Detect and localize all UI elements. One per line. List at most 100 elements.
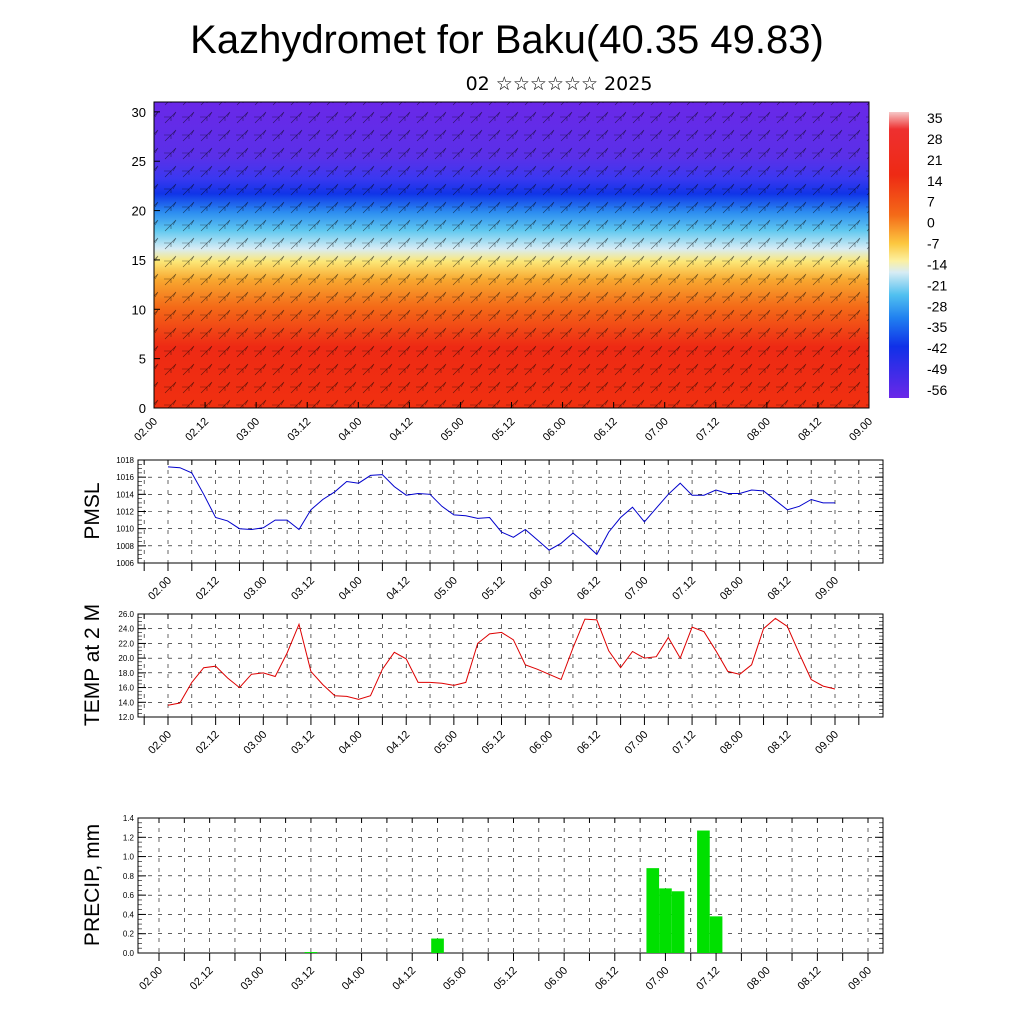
precip-bar xyxy=(431,938,444,953)
pmsl-line xyxy=(167,466,835,556)
precip-y-tick-label: 1.4 xyxy=(123,814,135,823)
precip-panel: 0.0 0.2 0.4 0.6 0.8 1.0 1.2 1.4 02.00 02.12 03.00 0… xyxy=(81,814,884,993)
heatmap-x-tick-label: 02.00 xyxy=(132,416,160,444)
temp-x-tick-label: 04.00 xyxy=(337,729,365,757)
temp-x-tick-label: 08.12 xyxy=(766,729,794,757)
heatmap-x-tick-label: 05.00 xyxy=(439,416,467,444)
temp-x-tick-label: 07.12 xyxy=(670,729,698,757)
temp-y-tick-label: 12.0 xyxy=(118,713,134,722)
pmsl-x-tick-label: 07.12 xyxy=(670,575,698,603)
heatmap-y-tick-label: 0 xyxy=(139,401,146,416)
precip-y-tick-label: 1.2 xyxy=(123,833,135,842)
precip-x-tick-label: 06.12 xyxy=(593,965,621,993)
colorbar-label: 7 xyxy=(927,194,935,210)
pmsl-y-tick-label: 1014 xyxy=(116,490,134,499)
temp-x-tick-label: 02.12 xyxy=(194,729,222,757)
cross-section-panel: 0 5 10 15 20 25 30 02.00 02.12 03.00 03.12 04.00 04… xyxy=(132,101,875,444)
pmsl-x-tick-label: 07.00 xyxy=(623,575,651,603)
temp-x-tick-label: 03.12 xyxy=(289,729,317,757)
heatmap-y-tick-label: 20 xyxy=(132,204,146,219)
colorbar-label: -21 xyxy=(927,277,947,293)
temp-panel: 12.0 14.0 16.0 18.0 20.0 22.0 24.0 26.0 02.00 02.… xyxy=(81,604,884,757)
pmsl-y-tick-label: 1008 xyxy=(116,542,134,551)
wind-barbs-overlay xyxy=(154,102,869,408)
precip-x-tick-label: 04.00 xyxy=(340,965,368,993)
heatmap-x-tick-label: 07.12 xyxy=(694,416,722,444)
precip-bar xyxy=(304,952,318,953)
colorbar-label: -56 xyxy=(927,382,947,398)
pmsl-y-tick-label: 1018 xyxy=(116,456,134,465)
temp-y-tick-label: 24.0 xyxy=(118,625,134,634)
precip-x-tick-label: 03.12 xyxy=(289,965,317,993)
heatmap-x-tick-label: 03.12 xyxy=(285,416,313,444)
precip-x-tick-label: 05.12 xyxy=(492,965,520,993)
pmsl-x-tick-label: 08.00 xyxy=(718,575,746,603)
precip-y-tick-label: 1.0 xyxy=(123,853,135,862)
colorbar-label: -28 xyxy=(927,298,947,314)
colorbar-label: 0 xyxy=(927,215,935,231)
heatmap-x-tick-label: 09.00 xyxy=(847,416,875,444)
precip-bar xyxy=(709,916,723,953)
temp-x-tick-label: 06.12 xyxy=(575,729,603,757)
precip-x-tick-label: 04.12 xyxy=(390,965,418,993)
pmsl-y-tick-label: 1010 xyxy=(116,525,134,534)
pmsl-x-tick-label: 06.12 xyxy=(575,575,603,603)
chart-subtitle: 02 ☆☆☆☆☆☆ 2025 xyxy=(465,73,653,95)
colorbar-label: 28 xyxy=(927,131,943,147)
temp-y-tick-label: 26.0 xyxy=(118,610,134,619)
precip-x-tick-label: 06.00 xyxy=(542,965,570,993)
temp-x-tick-label: 05.12 xyxy=(480,729,508,757)
heatmap-x-tick-label: 08.12 xyxy=(796,416,824,444)
precip-bar xyxy=(646,868,660,953)
precip-x-tick-label: 07.00 xyxy=(644,965,672,993)
heatmap-y-tick-label: 30 xyxy=(132,105,146,120)
pmsl-panel: 1006 1008 1010 1012 1014 1016 1018 02.00 02.12 03… xyxy=(81,456,884,603)
precip-frame xyxy=(137,817,884,954)
pmsl-x-tick-label: 04.00 xyxy=(337,575,365,603)
pmsl-x-tick-label: 02.12 xyxy=(194,575,222,603)
precip-x-tick-label: 02.00 xyxy=(137,965,165,993)
pmsl-x-tick-label: 05.00 xyxy=(432,575,460,603)
colorbar-label: -42 xyxy=(927,340,947,356)
colorbar-gradient xyxy=(889,112,909,398)
heatmap-x-tick-label: 05.12 xyxy=(490,416,518,444)
heatmap-y-tick-label: 10 xyxy=(132,302,146,317)
pmsl-x-tick-label: 09.00 xyxy=(813,575,841,603)
precip-y-tick-label: 0.4 xyxy=(123,910,135,919)
heatmap-x-tick-label: 07.00 xyxy=(643,416,671,444)
temp-y-tick-label: 18.0 xyxy=(118,669,134,678)
colorbar: 35 28 21 14 7 0 -7 -14 -21 -28 -35 -42 -49 -56 xyxy=(889,110,947,398)
pmsl-x-tick-label: 08.12 xyxy=(766,575,794,603)
temp-axis-label: TEMP at 2 M xyxy=(81,604,104,726)
temp-x-tick-label: 07.00 xyxy=(623,729,651,757)
pmsl-x-tick-label: 05.12 xyxy=(480,575,508,603)
heatmap-x-tick-label: 03.00 xyxy=(234,416,262,444)
pmsl-y-tick-label: 1006 xyxy=(116,559,134,568)
temp-x-tick-label: 03.00 xyxy=(241,729,269,757)
colorbar-label: 35 xyxy=(927,110,943,126)
colorbar-label: -7 xyxy=(927,236,940,252)
temp-frame xyxy=(137,613,884,718)
heatmap-y-tick-label: 15 xyxy=(132,253,146,268)
temp-x-tick-label: 06.00 xyxy=(527,729,555,757)
precip-y-tick-label: 0.6 xyxy=(123,891,135,900)
temp-x-tick-label: 09.00 xyxy=(813,729,841,757)
precip-y-tick-label: 0.8 xyxy=(123,872,135,881)
temp-x-tick-label: 05.00 xyxy=(432,729,460,757)
precip-x-tick-label: 02.12 xyxy=(188,965,216,993)
precip-x-tick-label: 05.00 xyxy=(441,965,469,993)
temp-x-tick-label: 04.12 xyxy=(384,729,412,757)
precip-bar xyxy=(697,830,710,953)
pmsl-y-tick-label: 1012 xyxy=(116,508,134,517)
heatmap-x-tick-label: 04.00 xyxy=(336,416,364,444)
heatmap-y-tick-label: 25 xyxy=(132,154,146,169)
pmsl-y-tick-label: 1016 xyxy=(116,473,134,482)
heatmap-x-tick-label: 08.00 xyxy=(745,416,773,444)
temp-y-tick-label: 14.0 xyxy=(118,698,134,707)
colorbar-label: 21 xyxy=(927,152,943,168)
precip-bar xyxy=(659,888,672,953)
heatmap-x-tick-label: 04.12 xyxy=(388,416,416,444)
chart-title: Kazhydromet for Baku(40.35 49.83) xyxy=(190,18,824,62)
colorbar-label: -49 xyxy=(927,361,947,377)
